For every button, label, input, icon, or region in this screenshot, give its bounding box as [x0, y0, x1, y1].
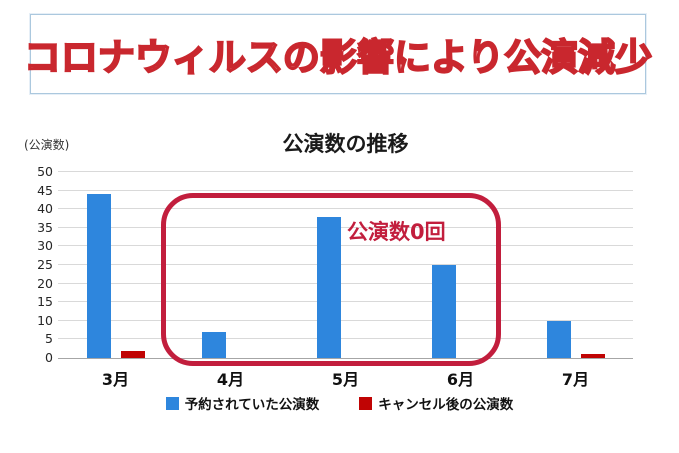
- annotation-label: 公演数0回: [347, 220, 446, 244]
- y-tick-label: 40: [37, 201, 53, 217]
- chart-title: 公演数の推移: [282, 132, 409, 156]
- gridline: [58, 208, 633, 210]
- bar-group: [316, 172, 375, 358]
- y-axis-tick-labels: 0 5 10 15 20 25 30 35 40 45 50: [15, 164, 53, 365]
- y-tick-label: 0: [45, 350, 53, 365]
- legend-swatch: [165, 396, 179, 410]
- annotation-frame: [161, 193, 501, 366]
- gridline: [58, 301, 633, 303]
- plot-area: 3月 4月 5月 6月 7月: [58, 171, 633, 389]
- legend-swatch: [359, 396, 373, 410]
- y-tick-label: 15: [37, 294, 53, 310]
- y-tick-label: 25: [37, 257, 53, 272]
- gridline: [58, 189, 633, 191]
- bar: [86, 194, 111, 358]
- gridline: [58, 264, 633, 265]
- gridline: [58, 319, 633, 321]
- y-axis-unit-label: (公演数): [24, 138, 70, 152]
- y-tick-label: 5: [45, 331, 53, 347]
- x-axis-label: 6月: [446, 370, 475, 389]
- gridline: [58, 171, 633, 172]
- y-tick-label: 50: [37, 164, 53, 179]
- gridline: [58, 282, 633, 284]
- bar-group: [201, 172, 260, 358]
- y-tick-label: 35: [37, 219, 53, 235]
- bar: [546, 320, 571, 358]
- slide-title-banner: コロナウィルスの影響により公演減少: [23, 14, 653, 94]
- bar: [431, 265, 456, 358]
- x-axis-label: 3月: [101, 370, 130, 389]
- bar-group: [431, 172, 490, 358]
- legend-label: キャンセル後の公演数: [378, 397, 514, 413]
- legend-item: キャンセル後の公演数: [359, 393, 513, 413]
- y-tick-label: 45: [37, 182, 53, 198]
- y-tick-label: 10: [37, 312, 53, 328]
- bar-group: [546, 172, 605, 358]
- legend-item: 予約されていた公演数: [165, 393, 320, 413]
- bar-group: [86, 172, 145, 358]
- gridline: [58, 226, 633, 228]
- slide-title: コロナウィルスの影響により公演減少: [23, 35, 653, 80]
- x-axis-label: 4月: [216, 370, 245, 389]
- y-tick-label: 30: [37, 238, 53, 254]
- gridline: [58, 338, 633, 340]
- x-axis-label: 5月: [331, 370, 360, 389]
- bar: [201, 331, 226, 358]
- gridline: [58, 245, 633, 247]
- y-tick-label: 20: [37, 275, 53, 291]
- bar: [580, 354, 605, 358]
- bar: [120, 350, 145, 358]
- legend-label: 予約されていた公演数: [184, 397, 320, 413]
- legend: 予約されていた公演数 キャンセル後の公演数: [0, 393, 679, 413]
- x-axis-label: 7月: [561, 370, 590, 389]
- bar: [316, 216, 341, 358]
